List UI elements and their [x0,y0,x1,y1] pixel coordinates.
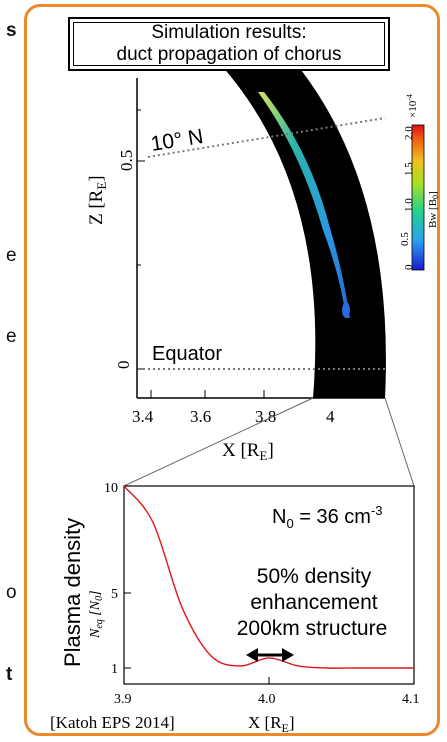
colorbar [411,124,425,271]
left-text-fragment: e [6,326,17,347]
left-text-fragment: s [6,20,17,41]
colorbar-tick-label: 0.5 [399,232,411,246]
bottom-x-tick-label: 4.1 [402,692,420,707]
top-y-tick-label: 0 [114,361,133,370]
n0-label: N0 = 36 cm-3 [272,503,383,531]
bottom-x-tick-label: 3.9 [114,692,132,707]
latitude-line [147,117,386,158]
bottom-y-axis-sublabel: Neq [N0] [88,590,105,639]
double-arrow [246,648,294,662]
top-x-tick-label: 4 [326,407,335,426]
colorbar-tick-label: 1.0 [403,198,415,212]
colorbar-tick-label: 0 [403,264,415,270]
bottom-plot: 10 5 1 3.9 4.0 4.1 N0 = 36 cm-3 50% dens… [50,481,420,735]
top-x-tick-label: 3.6 [190,407,211,426]
top-x-tick-label: 3.8 [255,407,276,426]
bottom-y-axis-label: Plasma density [60,518,85,667]
duct-band [222,66,386,398]
density-curve [123,485,414,669]
annotation-line: 50% density [257,565,372,588]
title-line-2: duct propagation of chorus [116,44,342,65]
left-text-fragment: o [6,582,17,603]
title-box: Simulation results: duct propagation of … [68,17,390,71]
bottom-x-tick-label: 4.0 [258,692,276,707]
top-x-tick-label: 3.4 [132,407,154,426]
colorbar-exponent: ×10-4 [405,94,419,118]
bottom-y-tick-label: 10 [104,481,118,496]
ray-tail [342,302,350,318]
zoom-connector-left [123,397,314,487]
bottom-y-tick-label: 5 [111,587,118,602]
annotation-line: 200km structure [237,617,388,640]
citation: [Katoh EPS 2014] [50,713,175,732]
title-line-1: Simulation results: [151,22,307,43]
colorbar-label: Bw [B0] [427,191,440,228]
top-y-tick-label: 0.5 [117,150,136,171]
zoom-connector-right [384,397,415,487]
annotation-line: enhancement [250,591,377,614]
bottom-y-tick-label: 1 [111,662,118,677]
equator-label: Equator [152,343,222,365]
colorbar-tick-label: 2.0 [403,126,415,140]
left-text-fragment: e [6,245,17,266]
bottom-x-axis-label: X [RE] [248,713,295,735]
top-plot: 3.4 3.6 3.8 4 0 0.5 X [RE] Z [RE] 10° N … [86,66,440,463]
left-text-fragment: t [6,664,13,685]
top-x-axis-label: X [RE] [222,440,274,463]
top-y-axis-label: Z [RE] [86,175,109,225]
colorbar-tick-label: 1.5 [403,162,415,176]
latitude-label: 10° N [149,125,205,156]
